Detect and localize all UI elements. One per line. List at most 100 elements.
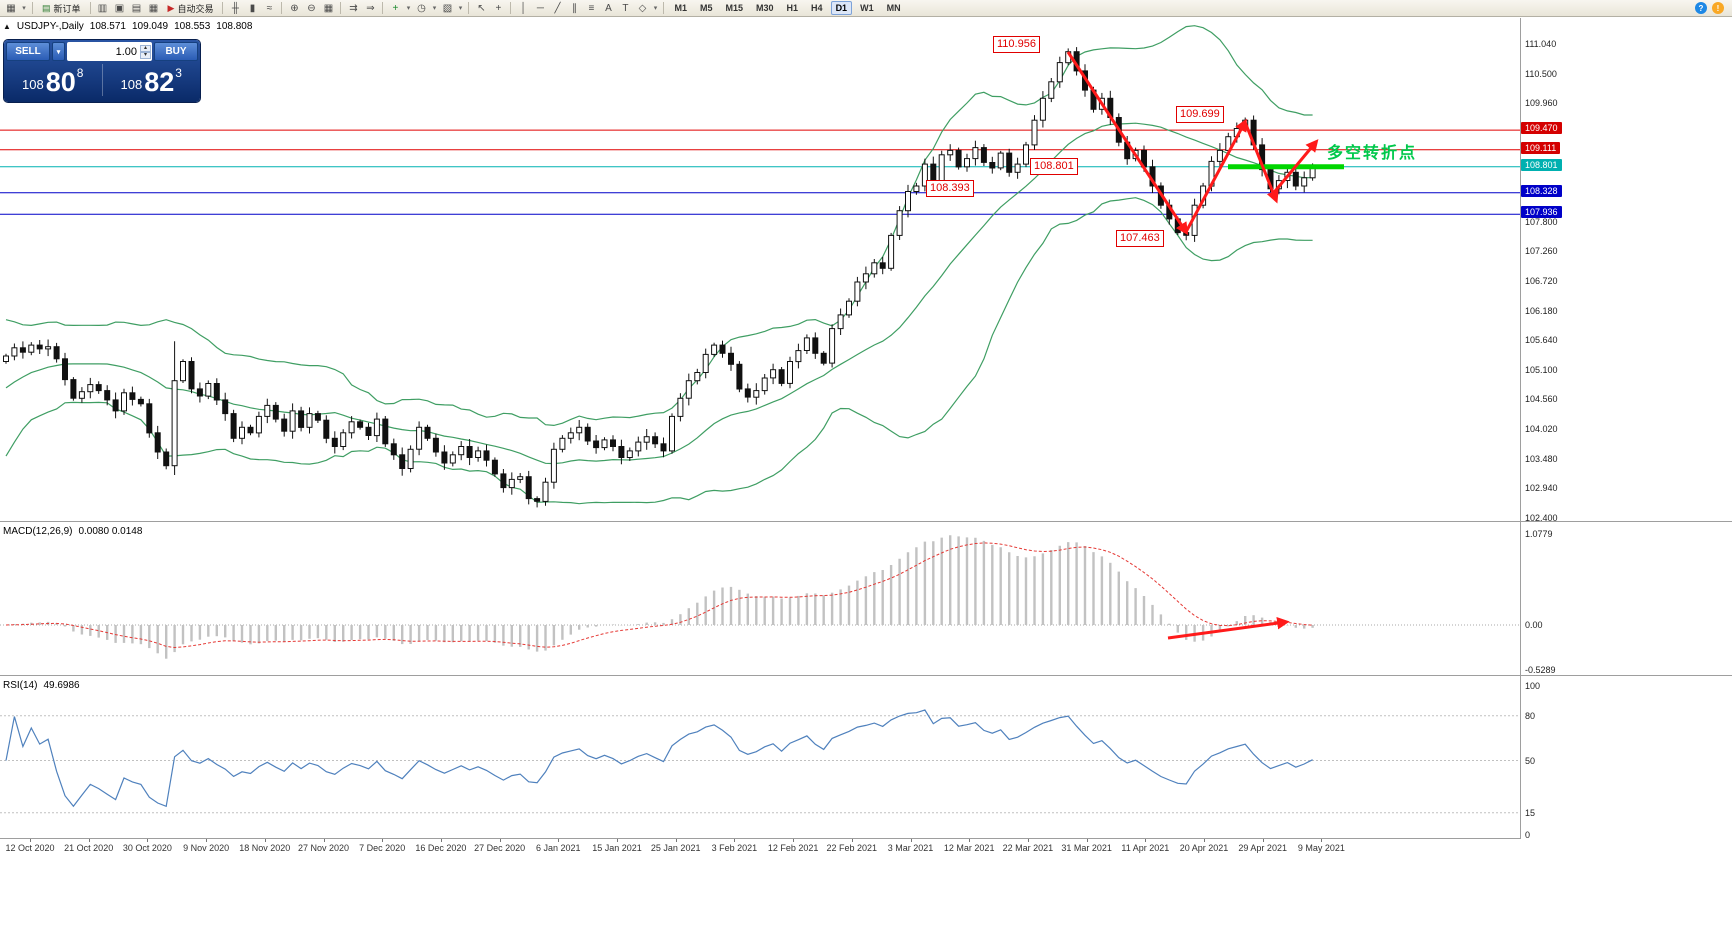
date-axis-tick <box>1204 839 1205 842</box>
rsi-indicator-panel[interactable] <box>0 676 1520 838</box>
chart-window-icon[interactable]: ▦ <box>6 2 16 14</box>
price-annotation-box[interactable]: 110.956 <box>993 36 1040 53</box>
price-annotation-box[interactable]: 107.463 <box>1116 230 1164 247</box>
data-window-icon[interactable]: ▣ <box>114 2 125 14</box>
volume-input[interactable]: 1.00 ▴ ▾ <box>67 42 152 61</box>
volume-stepper[interactable]: ▴ ▾ <box>140 44 151 59</box>
trendline-icon[interactable]: ╱ <box>554 2 561 14</box>
zoom-in-icon[interactable]: ⊕ <box>290 2 299 14</box>
timeframe-m15[interactable]: M15 <box>725 3 744 13</box>
price-axis[interactable]: 111.040 110.500 109.960 107.800 107.260 106.7… <box>1521 0 1731 940</box>
text-icon[interactable]: A <box>605 2 612 14</box>
timeframe-w1[interactable]: W1 <box>860 3 874 13</box>
templates-icon[interactable]: ▧ <box>442 2 453 14</box>
horizontal-line-icon[interactable]: ─ <box>536 2 545 14</box>
timeframe-m5[interactable]: M5 <box>699 3 713 13</box>
volume-value: 1.00 <box>115 45 137 58</box>
price-line-label: 108.328 <box>1521 185 1562 197</box>
periods-clock-icon[interactable]: ◷ <box>417 2 426 14</box>
timeframe-h4[interactable]: H4 <box>811 3 823 13</box>
timeframe-d1[interactable]: D1 <box>830 1 853 15</box>
date-axis-tick <box>323 839 325 842</box>
timeframe-m30[interactable]: M30 <box>756 3 774 13</box>
periods-caret[interactable]: ▾ <box>432 5 437 12</box>
indicators-icon[interactable]: + <box>392 2 399 14</box>
price-annotation-box[interactable]: 108.801 <box>1030 158 1078 175</box>
bar-chart-icon[interactable]: ╫ <box>231 2 240 14</box>
price-axis-label: 104.020 <box>1525 424 1558 434</box>
fibonacci-icon[interactable]: ≡ <box>588 2 595 14</box>
date-axis-label: 12 Oct 2020 <box>5 843 55 853</box>
date-axis-label: 31 Mar 2021 <box>1061 843 1112 853</box>
shapes-caret[interactable]: ▾ <box>653 5 658 12</box>
terminal-icon[interactable]: ▦ <box>148 2 159 14</box>
date-axis-tick <box>558 839 560 842</box>
date-axis-label: 3 Feb 2021 <box>711 843 758 853</box>
sell-price-point: 8 <box>76 66 84 80</box>
alerts-icon[interactable]: ! <box>1712 2 1724 14</box>
vertical-line-icon[interactable]: │ <box>520 2 527 14</box>
annotation-note-text[interactable]: 多空转折点 <box>1327 145 1418 162</box>
crosshair-icon[interactable]: + <box>495 2 502 14</box>
volume-step-up-icon[interactable]: ▴ <box>140 44 151 52</box>
date-axis-tick <box>851 839 853 842</box>
trend-arrow <box>1243 121 1279 204</box>
chart-window-caret[interactable]: ▾ <box>22 5 26 12</box>
toolbar-items: ▦ ▾ ▤ 新订单 ▥ ▣ ▤ ▦ ▶ 自动交易 ╫ ▮ ≈ ⊕ ⊖ ▦ ⇉ ⇒ + ▾ ◷ ▾ ▧ ▾ ↖ + │ ─ ╱ ∥ ≡ A T ◇ ▾… <box>3 0 907 16</box>
price-divider <box>101 64 103 96</box>
one-click-collapse-icon[interactable]: ▲ <box>3 22 11 31</box>
toolbar-separator <box>468 2 470 14</box>
sell-button[interactable]: SELL <box>6 42 50 61</box>
timeframe-m1[interactable]: M1 <box>674 3 687 13</box>
main-price-chart[interactable] <box>0 18 1520 522</box>
volume-step-down-icon[interactable]: ▾ <box>140 51 151 59</box>
tile-windows-icon[interactable]: ▦ <box>323 2 334 14</box>
date-axis-label: 22 Feb 2021 <box>826 843 878 853</box>
new-order-button[interactable]: ▤ 新订单 <box>37 1 86 16</box>
templates-caret[interactable]: ▾ <box>458 5 463 12</box>
community-icon[interactable]: ? <box>1695 2 1707 14</box>
date-axis-tick <box>617 839 618 842</box>
shapes-icon[interactable]: ◇ <box>638 2 647 14</box>
macd-label: MACD(12,26,9) <box>3 526 73 537</box>
date-axis[interactable]: 12 Oct 2020 21 Oct 2020 30 Oct 2020 9 Nov 2… <box>0 838 1520 856</box>
auto-trading-button[interactable]: ▶ 自动交易 <box>163 1 219 16</box>
price-axis-label: 102.400 <box>1525 513 1558 523</box>
navigator-icon[interactable]: ▤ <box>131 2 142 14</box>
chart-shift-icon[interactable]: ⇒ <box>366 2 375 14</box>
auto-scroll-icon[interactable]: ⇉ <box>349 2 358 14</box>
date-axis-tick <box>1086 839 1088 842</box>
macd-indicator-panel[interactable] <box>0 522 1520 676</box>
date-axis-tick <box>30 839 31 842</box>
zoom-out-icon[interactable]: ⊖ <box>307 2 316 14</box>
timeframe-h1[interactable]: H1 <box>786 3 799 13</box>
bollinger-band <box>5 25 1313 427</box>
toolbar-separator <box>281 2 283 14</box>
indicators-caret[interactable]: ▾ <box>406 5 411 12</box>
toolbar-separator <box>89 2 91 14</box>
panel-separator[interactable] <box>0 675 1732 676</box>
date-axis-label: 3 Mar 2021 <box>887 843 934 853</box>
toolbar-separator <box>222 2 224 14</box>
toolbar-separator <box>32 2 33 14</box>
candlestick-chart-icon[interactable]: ▮ <box>249 2 256 14</box>
label-icon[interactable]: T <box>622 2 629 14</box>
charts-cascade-icon[interactable]: ▥ <box>97 2 108 14</box>
cursor-icon[interactable]: ↖ <box>477 2 486 14</box>
timeframe-mn[interactable]: MN <box>886 3 901 13</box>
macd-signal-line <box>5 542 1313 649</box>
panel-separator[interactable] <box>0 521 1732 522</box>
channel-icon[interactable]: ∥ <box>571 2 577 14</box>
sell-options-caret[interactable]: ▾ <box>52 42 65 61</box>
price-annotation-box[interactable]: 109.699 <box>1176 106 1224 123</box>
toolbar-right: ?! <box>1695 2 1729 14</box>
sell-price-button[interactable]: 108 80 8 <box>4 61 102 99</box>
ohlc-close: 108.808 <box>216 21 253 32</box>
line-chart-icon[interactable]: ≈ <box>266 2 273 14</box>
new-order-button-icon: ▤ <box>42 2 51 13</box>
buy-price-button[interactable]: 108 82 3 <box>103 61 201 99</box>
price-annotation-box[interactable]: 108.393 <box>926 180 974 197</box>
buy-button[interactable]: BUY <box>154 42 198 61</box>
sell-price-pips: 80 <box>45 66 76 97</box>
